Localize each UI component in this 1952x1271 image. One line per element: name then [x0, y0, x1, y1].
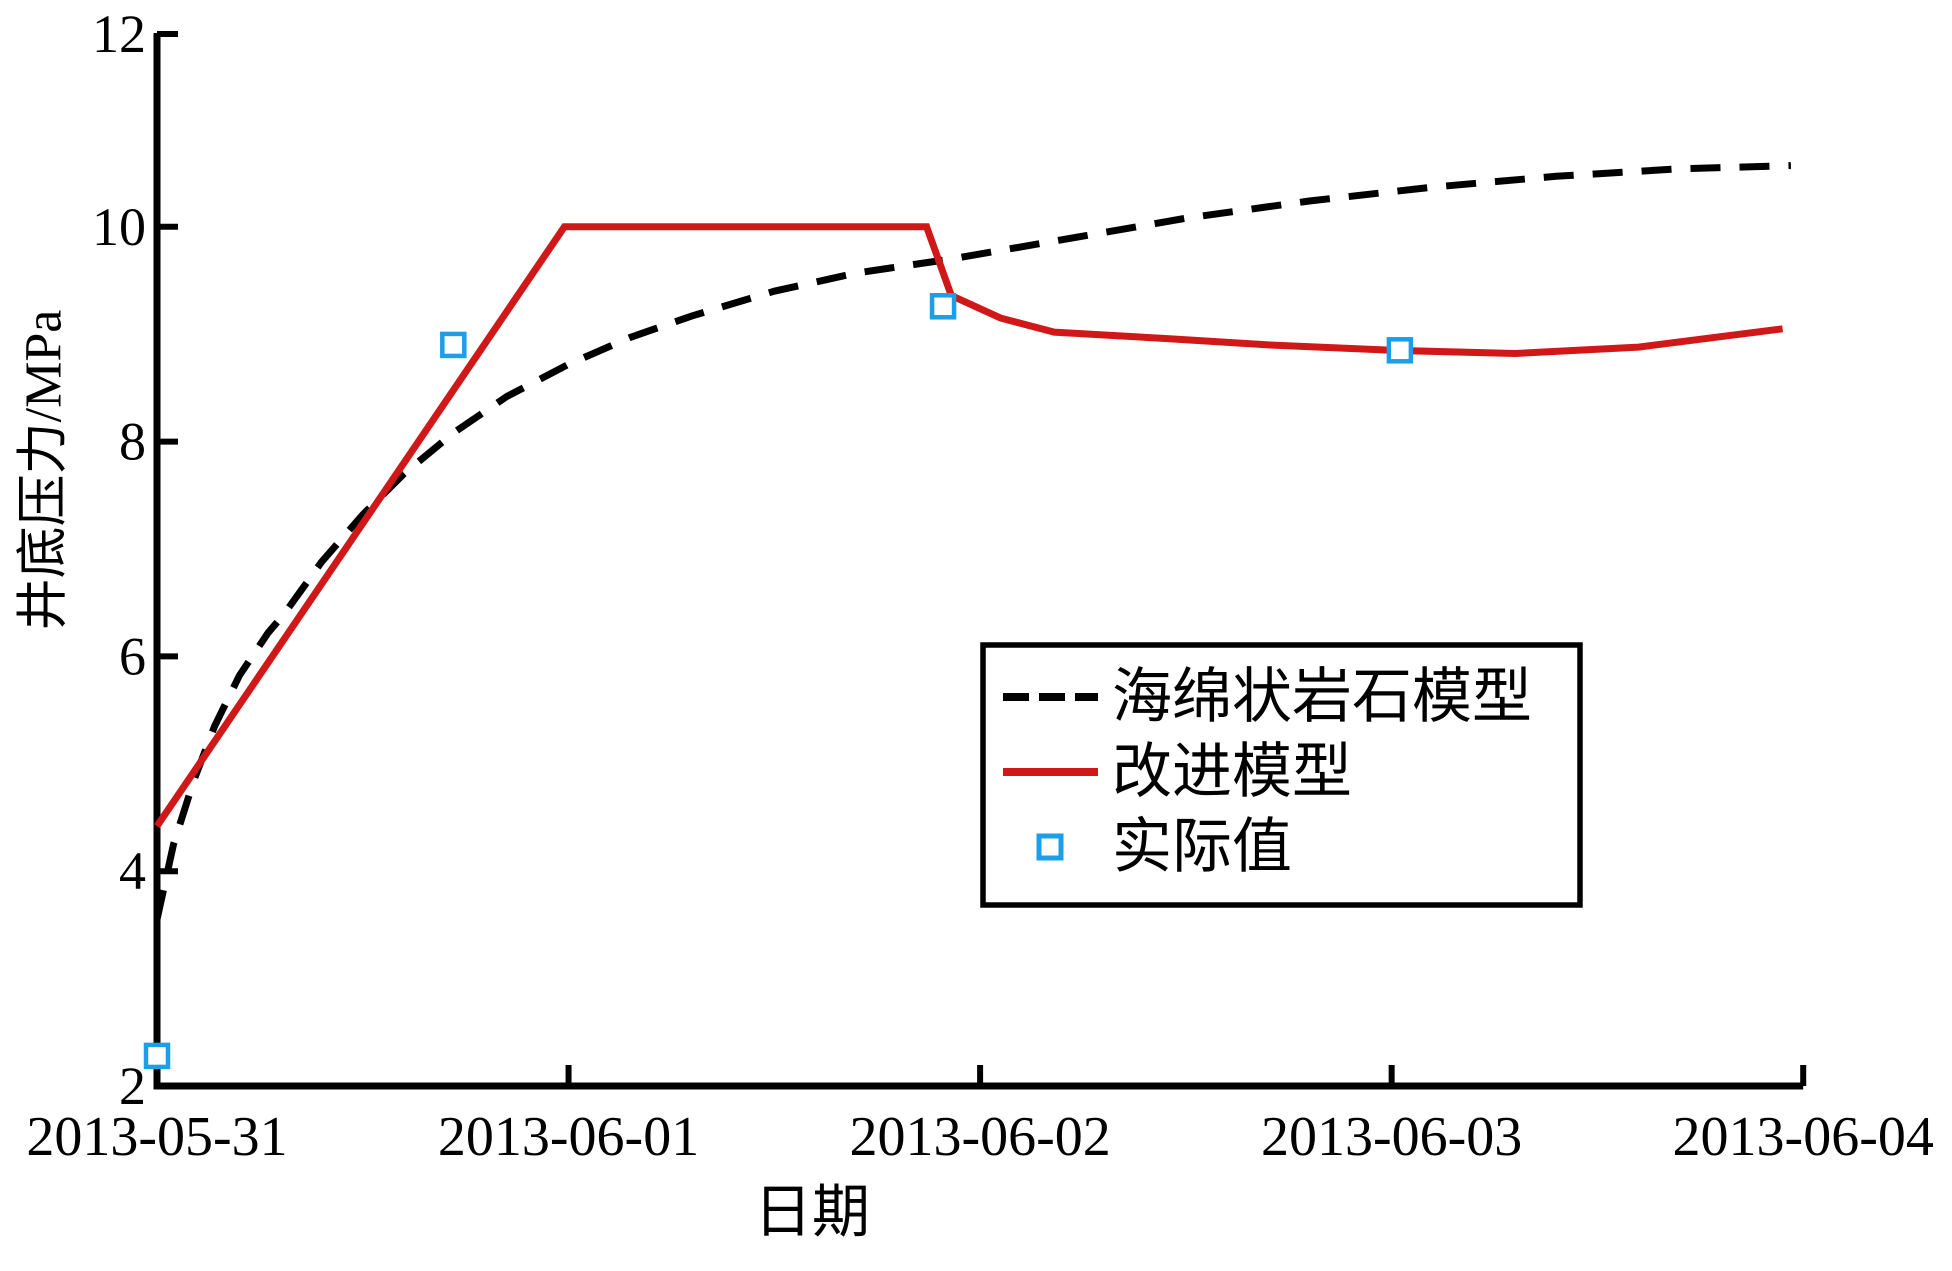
y-tick-label: 8 [119, 412, 146, 472]
sponge-rock-model-line [153, 162, 1792, 921]
legend-square-sample [1036, 833, 1064, 861]
x-axis-title: 日期 [754, 1180, 870, 1245]
actual-value-marker [929, 293, 957, 320]
y-tick-label: 10 [92, 197, 146, 257]
y-tick-label: 2 [119, 1056, 146, 1116]
y-tick-label: 4 [119, 841, 146, 901]
markers-layer [143, 293, 1414, 1070]
x-tick-label: 2013-06-03 [1261, 1106, 1522, 1168]
actual-value-marker [1386, 337, 1414, 364]
x-tick-label: 2013-06-01 [438, 1106, 699, 1168]
legend-label: 改进模型 [1112, 739, 1352, 805]
legend-label: 实际值 [1112, 814, 1292, 880]
y-tick-label: 6 [119, 626, 146, 686]
improved-model-line [154, 223, 1784, 829]
y-tick-label: 12 [92, 4, 146, 64]
x-tick-label: 2013-06-04 [1673, 1106, 1934, 1168]
x-tick-label: 2013-05-31 [26, 1106, 287, 1168]
legend-label: 海绵状岩石模型 [1112, 664, 1532, 730]
actual-value-marker [143, 1042, 171, 1070]
y-axis-title: 井底压力/MPa [16, 310, 73, 631]
series-layer [153, 162, 1792, 921]
axes-layer: 2 4 6 8 10 12 2013-05-31 2013-06-01 2013-06-02 20… [26, 4, 1933, 1168]
actual-value-marker [440, 331, 467, 359]
x-tick-label: 2013-06-02 [849, 1106, 1110, 1168]
